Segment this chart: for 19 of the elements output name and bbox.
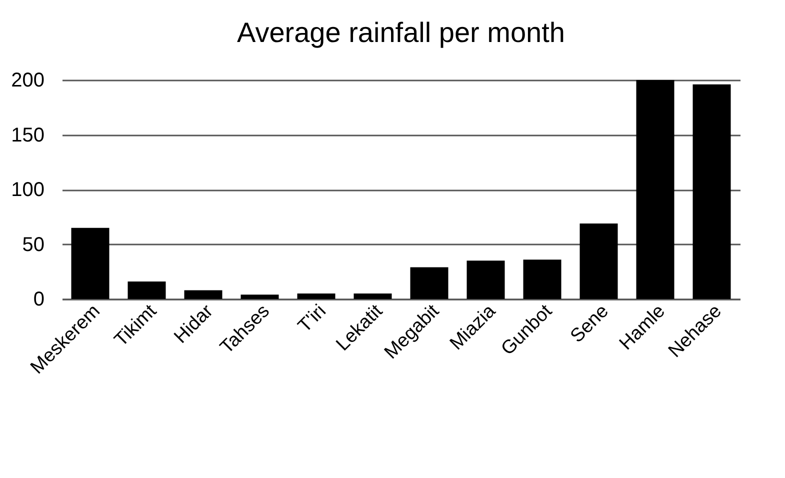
bar — [297, 294, 336, 299]
bar — [466, 260, 505, 299]
x-tick-label: T'iri — [294, 300, 330, 337]
bar — [71, 228, 110, 299]
y-tick-label: 0 — [33, 288, 44, 310]
y-tick-label: 200 — [11, 70, 44, 92]
bar — [692, 84, 731, 299]
bar — [240, 294, 279, 299]
y-tick-label: 100 — [11, 179, 44, 201]
bar — [184, 290, 222, 299]
bar — [410, 267, 448, 299]
bar — [580, 223, 618, 299]
bar — [636, 80, 674, 299]
y-tick-label: 50 — [22, 234, 44, 256]
bar — [128, 281, 166, 299]
bar — [523, 260, 562, 299]
y-tick-label: 150 — [11, 124, 44, 146]
chart-title: Average rainfall per month — [237, 17, 565, 48]
bar — [354, 294, 392, 299]
